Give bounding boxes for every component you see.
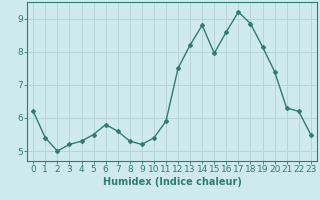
X-axis label: Humidex (Indice chaleur): Humidex (Indice chaleur) (103, 177, 241, 187)
